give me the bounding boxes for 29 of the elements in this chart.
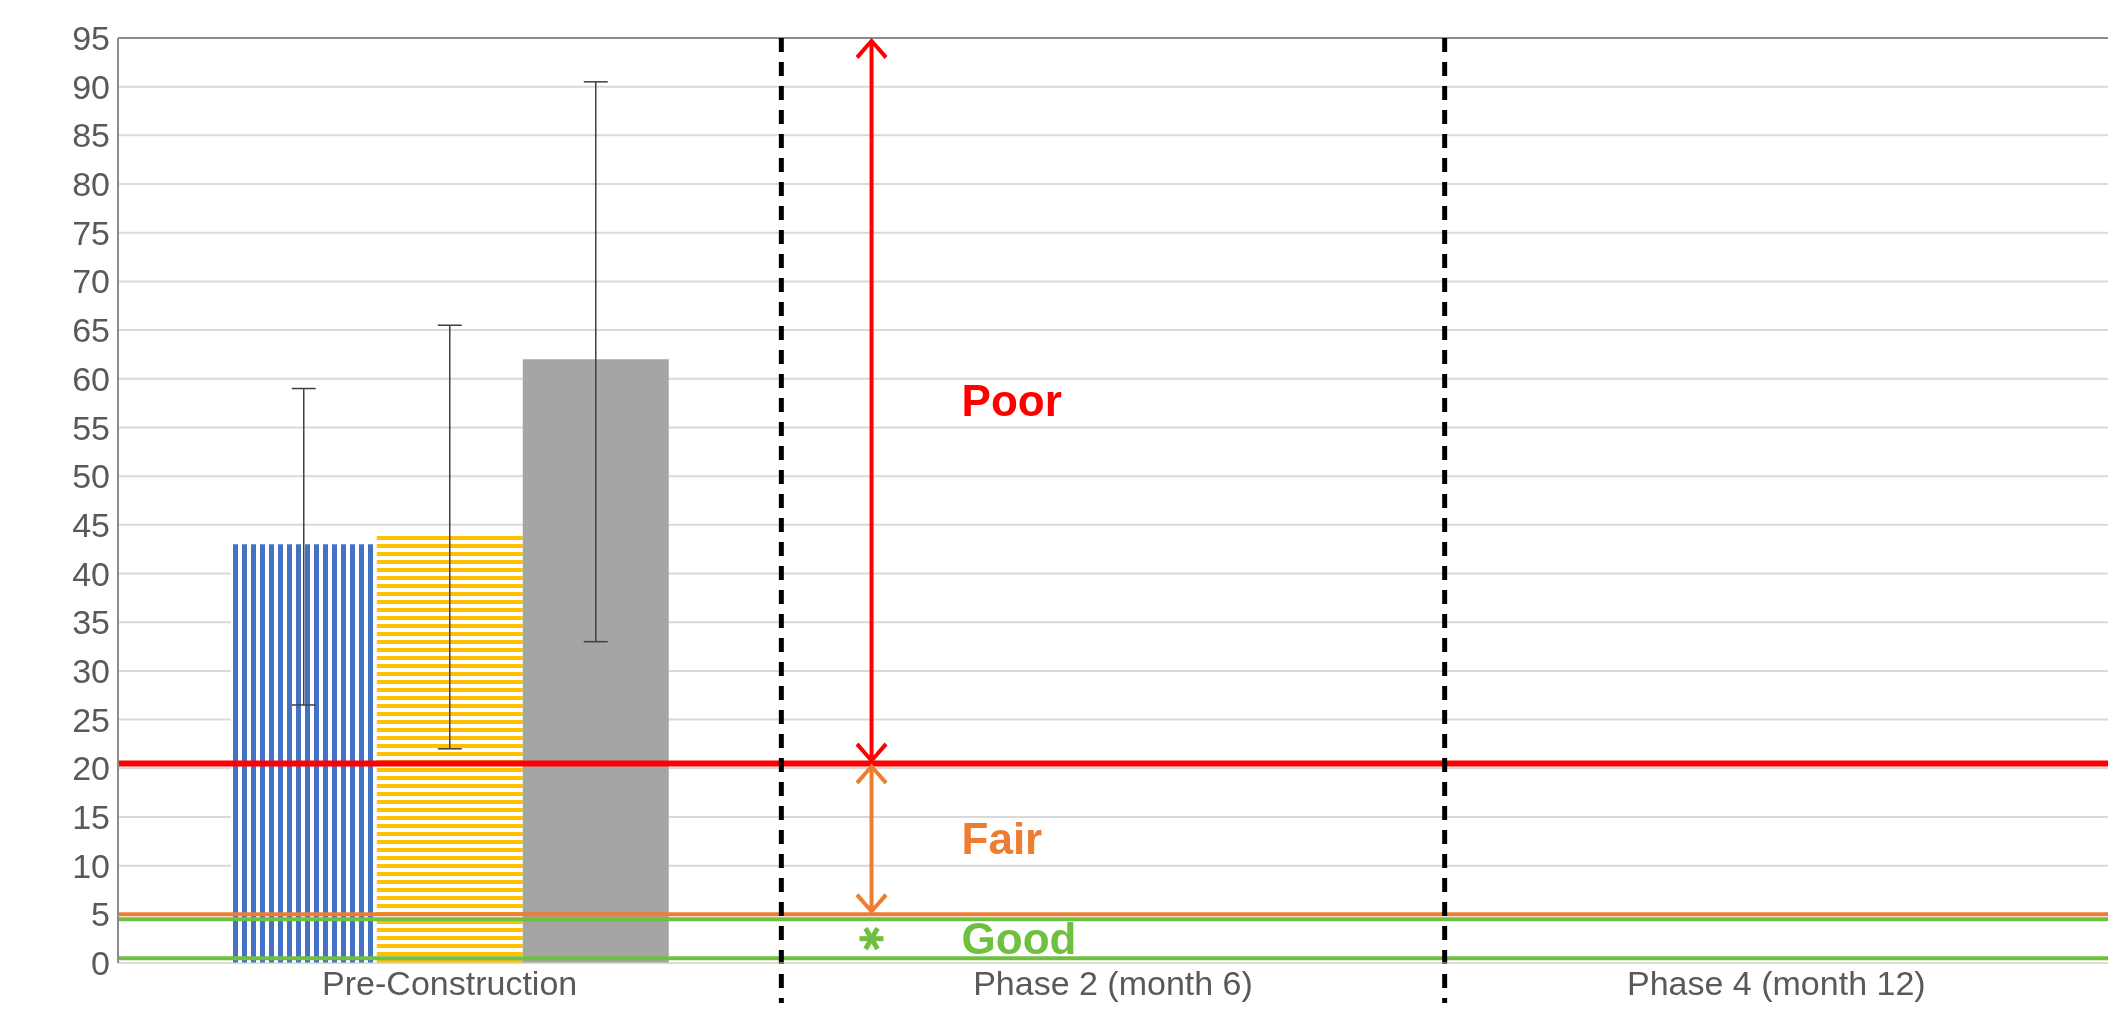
y-tick-label: 70	[72, 262, 110, 301]
y-tick-label: 0	[91, 944, 110, 983]
y-tick-label: 35	[72, 603, 110, 642]
y-tick-label: 30	[72, 651, 110, 690]
annotation: Good	[961, 914, 1077, 964]
bar	[522, 359, 669, 963]
annotation: Fair	[961, 814, 1043, 864]
y-tick-label: 50	[72, 457, 110, 496]
x-tick-label: Phase 4 (month 12)	[1627, 964, 1926, 1003]
y-tick-label: 60	[72, 359, 110, 398]
x-tick-label: Phase 2 (month 6)	[973, 964, 1253, 1003]
bar	[376, 534, 523, 963]
y-tick-label: 5	[91, 895, 110, 934]
y-tick-label: 40	[72, 554, 110, 593]
y-tick-label: 10	[72, 846, 110, 885]
bar	[230, 544, 377, 963]
y-tick-label: 20	[72, 749, 110, 788]
y-tick-label: 55	[72, 408, 110, 447]
y-tick-label: 95	[72, 19, 110, 58]
y-tick-label: 65	[72, 311, 110, 350]
x-tick-label: Pre-Construction	[322, 964, 578, 1003]
y-tick-label: 85	[72, 116, 110, 155]
y-tick-label: 75	[72, 213, 110, 252]
y-tick-label: 90	[72, 67, 110, 106]
y-tick-label: 15	[72, 798, 110, 837]
y-tick-label: 45	[72, 505, 110, 544]
y-tick-label: 80	[72, 165, 110, 204]
y-tick-label: 25	[72, 700, 110, 739]
annotation: Poor	[961, 376, 1062, 426]
